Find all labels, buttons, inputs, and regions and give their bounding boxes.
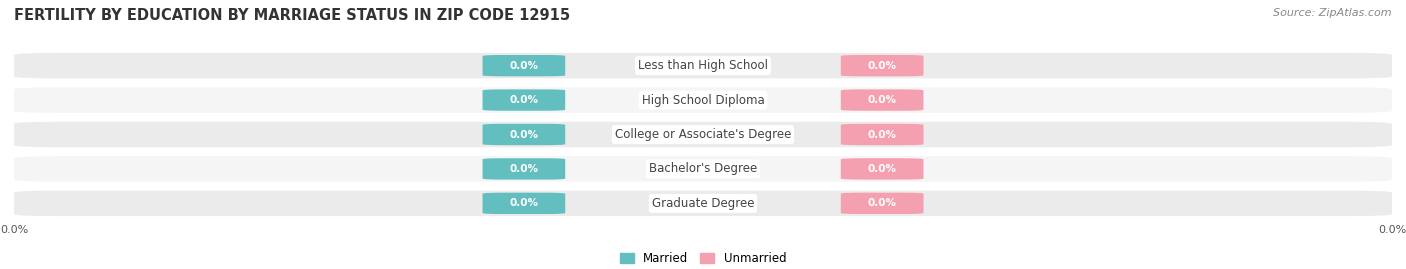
Text: Graduate Degree: Graduate Degree	[652, 197, 754, 210]
FancyBboxPatch shape	[841, 158, 924, 180]
FancyBboxPatch shape	[482, 55, 565, 76]
Text: Bachelor's Degree: Bachelor's Degree	[650, 162, 756, 175]
FancyBboxPatch shape	[482, 193, 565, 214]
FancyBboxPatch shape	[841, 124, 924, 145]
FancyBboxPatch shape	[14, 122, 1392, 147]
Text: High School Diploma: High School Diploma	[641, 94, 765, 107]
Text: Less than High School: Less than High School	[638, 59, 768, 72]
FancyBboxPatch shape	[482, 158, 565, 180]
Text: 0.0%: 0.0%	[509, 61, 538, 71]
FancyBboxPatch shape	[14, 53, 1392, 78]
Legend: Married, Unmarried: Married, Unmarried	[614, 247, 792, 269]
FancyBboxPatch shape	[841, 55, 924, 76]
Text: 0.0%: 0.0%	[509, 95, 538, 105]
Text: 0.0%: 0.0%	[509, 198, 538, 208]
Text: FERTILITY BY EDUCATION BY MARRIAGE STATUS IN ZIP CODE 12915: FERTILITY BY EDUCATION BY MARRIAGE STATU…	[14, 8, 571, 23]
FancyBboxPatch shape	[482, 89, 565, 111]
Text: 0.0%: 0.0%	[509, 164, 538, 174]
FancyBboxPatch shape	[841, 89, 924, 111]
Text: Source: ZipAtlas.com: Source: ZipAtlas.com	[1274, 8, 1392, 18]
Text: 0.0%: 0.0%	[868, 129, 897, 140]
Text: 0.0%: 0.0%	[868, 95, 897, 105]
Text: 0.0%: 0.0%	[868, 164, 897, 174]
Text: College or Associate's Degree: College or Associate's Degree	[614, 128, 792, 141]
FancyBboxPatch shape	[482, 124, 565, 145]
Text: 0.0%: 0.0%	[868, 198, 897, 208]
FancyBboxPatch shape	[14, 156, 1392, 182]
FancyBboxPatch shape	[14, 87, 1392, 113]
FancyBboxPatch shape	[841, 193, 924, 214]
FancyBboxPatch shape	[14, 191, 1392, 216]
Text: 0.0%: 0.0%	[509, 129, 538, 140]
Text: 0.0%: 0.0%	[868, 61, 897, 71]
